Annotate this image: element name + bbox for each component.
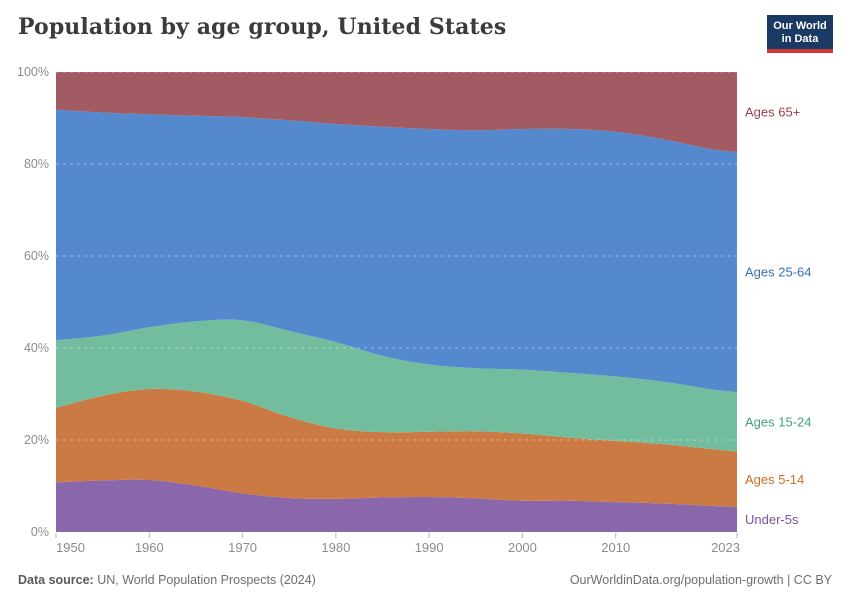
data-source-label: Data source: <box>18 573 94 587</box>
area-ages-25-64[interactable] <box>56 109 737 393</box>
attribution-link[interactable]: OurWorldinData.org/population-growth | C… <box>569 573 832 587</box>
series-label-under-5s: Under-5s <box>745 512 799 527</box>
y-tick-label-100: 100% <box>17 65 49 79</box>
x-tick-label-2010: 2010 <box>601 540 630 555</box>
owid-logo[interactable]: Our World in Data <box>767 15 833 53</box>
area-ages-65-[interactable] <box>56 72 737 153</box>
series-label-ages-5-14: Ages 5-14 <box>745 472 804 487</box>
x-tick-label-1990: 1990 <box>415 540 444 555</box>
x-tick-label-2023: 2023 <box>711 540 740 555</box>
population-age-stacked-area-chart: 0% 20% 40% 60% 80% 100% 1950 1960 1970 1980 1990 20… <box>17 65 812 555</box>
data-source-value: UN, World Population Prospects (2024) <box>93 573 316 587</box>
series-label-ages-15-24: Ages 15-24 <box>745 414 812 429</box>
page-title: Population by age group, United States <box>18 14 507 40</box>
x-tick-label-1950: 1950 <box>56 540 85 555</box>
owid-logo-line2: in Data <box>781 32 819 45</box>
y-tick-label-60: 60% <box>24 249 49 263</box>
y-tick-label-20: 20% <box>24 433 49 447</box>
data-source-note: Data source: UN, World Population Prospe… <box>18 573 316 587</box>
x-tick-label-2000: 2000 <box>508 540 537 555</box>
owid-logo-line1: Our World <box>773 20 827 32</box>
x-tick-label-1980: 1980 <box>321 540 350 555</box>
x-tick-label-1960: 1960 <box>135 540 164 555</box>
y-tick-label-40: 40% <box>24 341 49 355</box>
area-ages-5-14[interactable] <box>56 388 737 508</box>
y-tick-label-80: 80% <box>24 157 49 171</box>
x-tick-label-1970: 1970 <box>228 540 257 555</box>
area-under-5s[interactable] <box>56 479 737 532</box>
area-ages-15-24[interactable] <box>56 319 737 452</box>
y-tick-label-0: 0% <box>31 525 49 539</box>
series-label-ages-65-: Ages 65+ <box>745 105 800 120</box>
series-label-ages-25-64: Ages 25-64 <box>745 265 812 280</box>
